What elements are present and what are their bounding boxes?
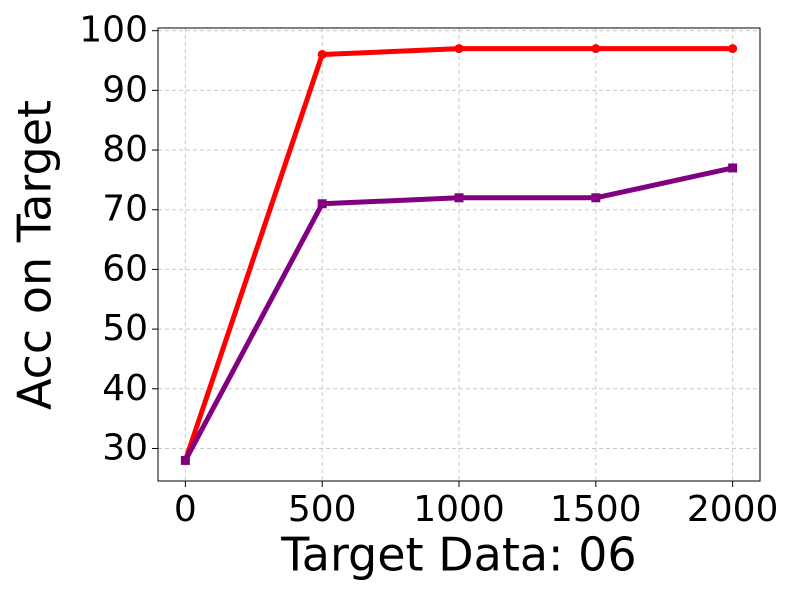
y-tick-label: 70	[102, 189, 148, 230]
marker	[454, 193, 464, 203]
marker	[180, 455, 190, 465]
plot-frame	[157, 27, 761, 482]
marker	[728, 44, 738, 54]
y-tick-label: 30	[102, 427, 148, 468]
y-tick-label: 40	[102, 368, 148, 409]
y-tick-label: 90	[102, 69, 148, 110]
x-tick-label: 1000	[413, 489, 505, 530]
y-tick-label: 60	[102, 248, 148, 289]
y-axis-label: Acc on Target	[8, 100, 62, 410]
marker	[317, 50, 327, 60]
marker	[591, 193, 601, 203]
x-axis-label: Target Data: 06	[280, 528, 636, 582]
x-tick-label: 500	[288, 489, 357, 530]
x-tick-label: 1500	[550, 489, 642, 530]
marker	[591, 44, 601, 54]
y-tick-label: 80	[102, 129, 148, 170]
x-tick-label: 2000	[687, 489, 779, 530]
marker	[454, 44, 464, 54]
y-tick-label: 100	[79, 10, 148, 51]
marker	[317, 199, 327, 209]
marker	[728, 163, 738, 173]
y-tick-label: 50	[102, 308, 148, 349]
x-tick-label: 0	[174, 489, 197, 530]
